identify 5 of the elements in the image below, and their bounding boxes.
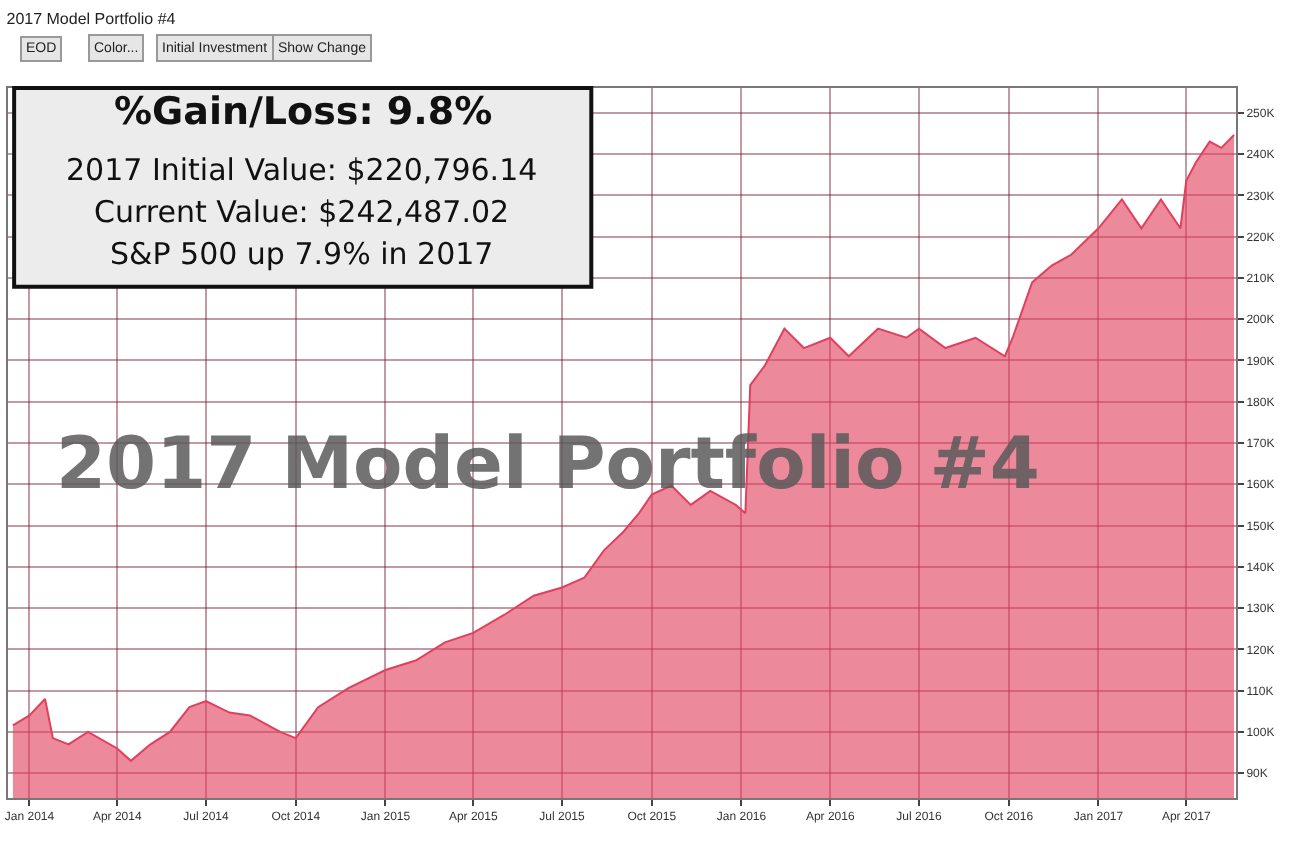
annotation: %Gain/Loss: 9.8% <box>114 90 493 134</box>
annotation: Current Value: $242,487.02 <box>94 194 510 230</box>
chart-title: 2017 Model Portfolio #4 <box>6 9 177 28</box>
annotation: S&P 500 up 7.9% in 2017 <box>110 236 494 272</box>
annotation: 2017 Initial Value: $220,796.14 <box>66 152 538 188</box>
